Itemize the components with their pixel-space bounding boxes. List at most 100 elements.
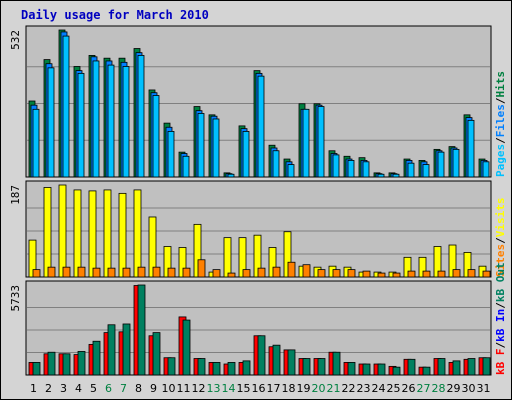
visits-bar-visits-day-16 <box>253 234 262 278</box>
hits-ymax-label: 532 <box>9 30 22 50</box>
hits-bar-pages-day-21 <box>332 154 340 178</box>
visits-bar-sites-day-11 <box>182 267 191 278</box>
kbytes-bar-kb-out-day-19 <box>302 358 311 376</box>
visits-bar-visits-day-11 <box>178 247 187 278</box>
kbytes-bar-kb-out-day-9 <box>152 332 161 376</box>
visits-bar-visits-day-26 <box>403 256 412 278</box>
kbytes-bar-kb-out-day-21 <box>332 351 341 376</box>
visits-bar-sites-day-3 <box>62 266 71 278</box>
kbytes-bar-kb-out-day-16 <box>257 335 266 376</box>
x-tick-label-day-29: 29 <box>447 382 461 395</box>
visits-bar-sites-day-27 <box>422 270 431 278</box>
visits-bar-sites-day-18 <box>287 261 296 278</box>
x-tick-label-day-1: 1 <box>30 382 37 395</box>
x-tick-label-day-4: 4 <box>75 382 82 395</box>
visits-bar-sites-day-1 <box>32 269 41 278</box>
visits-bar-visits-day-29 <box>448 244 457 278</box>
x-tick-label-day-26: 26 <box>402 382 416 395</box>
visits-panel: 187 Sites/Visits <box>9 180 507 278</box>
hits-bar-pages-day-24 <box>377 173 385 178</box>
x-tick-label-day-10: 10 <box>162 382 176 395</box>
hits-bar-pages-day-10 <box>167 131 175 178</box>
hits-bar-pages-day-6 <box>107 64 115 178</box>
legend-separator: / <box>494 237 507 244</box>
visits-ymax-label: 187 <box>9 185 22 205</box>
visits-bar-visits-day-3 <box>58 184 67 278</box>
kbytes-bar-kb-out-day-10 <box>167 357 176 376</box>
visits-bar-visits-day-4 <box>73 189 82 278</box>
x-tick-label-day-16: 16 <box>252 382 266 395</box>
visits-bar-sites-day-16 <box>257 267 266 278</box>
legend-pages: Pages <box>494 144 507 177</box>
legend-visits: Visits <box>494 198 507 238</box>
visits-bar-visits-day-8 <box>133 189 142 278</box>
visits-bar-visits-day-14 <box>223 237 232 278</box>
visits-bar-visits-day-6 <box>103 189 112 278</box>
visits-bar-sites-day-20 <box>317 269 326 278</box>
kbytes-bar-kb-out-day-31 <box>482 357 491 376</box>
hits-bar-pages-day-28 <box>437 151 445 178</box>
legend-separator: / <box>494 137 507 144</box>
hits-bar-pages-day-22 <box>347 160 355 178</box>
visits-bar-sites-day-29 <box>452 269 461 278</box>
x-tick-label-day-6: 6 <box>105 382 112 395</box>
hits-bar-pages-day-1 <box>32 108 40 178</box>
hits-bar-pages-day-15 <box>242 131 250 178</box>
kbytes-bar-kb-out-day-12 <box>197 358 206 376</box>
visits-bar-sites-day-17 <box>272 266 281 278</box>
x-tick-label-day-20: 20 <box>312 382 326 395</box>
hits-bar-pages-day-23 <box>362 161 370 178</box>
x-tick-label-day-9: 9 <box>150 382 157 395</box>
visits-bar-sites-day-22 <box>347 269 356 278</box>
x-tick-label-day-31: 31 <box>477 382 491 395</box>
x-tick-label-day-11: 11 <box>177 382 191 395</box>
hits-bar-pages-day-14 <box>227 173 235 178</box>
hits-panel: 532 Pages/Files/Hits <box>9 25 507 178</box>
legend-sites: Sites <box>494 244 507 277</box>
x-tick-label-day-13: 13 <box>207 382 221 395</box>
legend-separator: / <box>494 302 507 309</box>
hits-bar-pages-day-8 <box>137 55 145 178</box>
kbytes-bar-kb-out-day-26 <box>407 358 416 376</box>
kbytes-bar-kb-out-day-18 <box>287 349 296 376</box>
hits-bar-pages-day-3 <box>62 35 70 178</box>
visits-bar-sites-day-9 <box>152 266 161 278</box>
kbytes-bar-kb-out-day-14 <box>227 362 236 376</box>
visits-bar-visits-day-18 <box>283 231 292 278</box>
x-tick-label-day-27: 27 <box>417 382 431 395</box>
kbytes-bar-kb-out-day-6 <box>107 324 116 376</box>
kbytes-bar-kb-out-day-1 <box>32 362 41 376</box>
legend-kb-out: kB Out <box>494 262 507 302</box>
kbytes-bar-kb-out-day-3 <box>62 353 71 376</box>
visits-bar-sites-day-19 <box>302 264 311 278</box>
visits-bar-sites-day-10 <box>167 267 176 278</box>
x-tick-label-day-24: 24 <box>372 382 386 395</box>
visits-bar-sites-day-8 <box>137 266 146 278</box>
kbytes-bar-kb-out-day-13 <box>212 362 221 376</box>
visits-bar-sites-day-26 <box>407 270 416 278</box>
hits-bar-pages-day-16 <box>257 75 265 178</box>
x-tick-label-day-2: 2 <box>45 382 52 395</box>
kbytes-bar-kb-out-day-30 <box>467 358 476 376</box>
x-tick-label-day-14: 14 <box>222 382 236 395</box>
visits-bar-sites-day-12 <box>197 259 206 278</box>
hits-bar-pages-day-31 <box>482 161 490 178</box>
chart-title: Daily usage for March 2010 <box>21 8 209 22</box>
hits-bar-pages-day-13 <box>212 118 220 178</box>
x-tick-label-day-28: 28 <box>432 382 446 395</box>
legend-files: Files <box>494 104 507 137</box>
hits-bar-pages-day-4 <box>77 72 85 178</box>
visits-bar-sites-day-21 <box>332 269 341 278</box>
visits-bar-visits-day-17 <box>268 247 277 278</box>
visits-bar-visits-day-10 <box>163 246 172 278</box>
hits-legend: Pages/Files/Hits <box>494 71 507 177</box>
x-tick-label-day-5: 5 <box>90 382 97 395</box>
hits-bar-pages-day-29 <box>452 148 460 178</box>
kbytes-bar-kb-out-day-5 <box>92 340 101 376</box>
kbytes-bar-kb-out-day-25 <box>392 366 401 376</box>
kbytes-bar-kb-out-day-11 <box>182 319 191 376</box>
hits-bar-pages-day-9 <box>152 95 160 178</box>
hits-bar-pages-day-2 <box>47 67 55 178</box>
visits-bar-visits-day-15 <box>238 237 247 278</box>
kbytes-bar-kb-out-day-2 <box>47 351 56 376</box>
